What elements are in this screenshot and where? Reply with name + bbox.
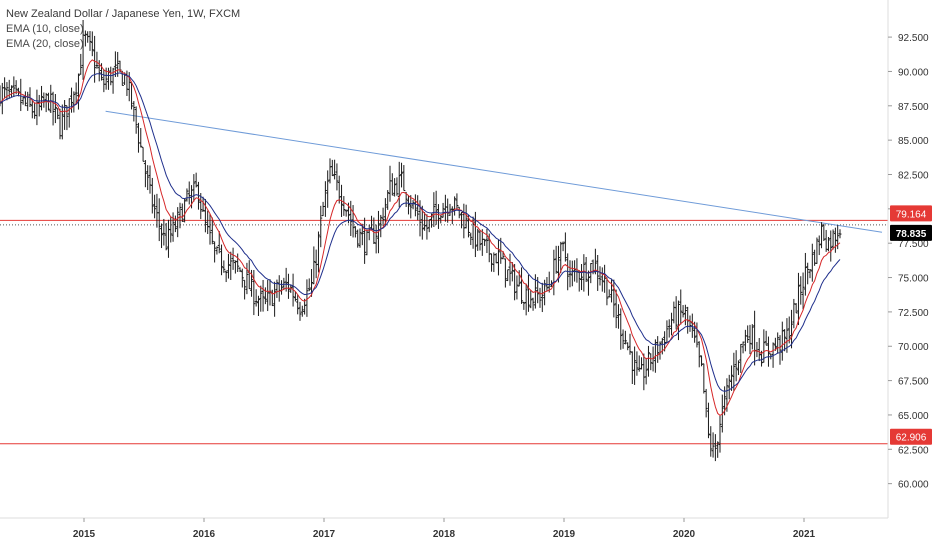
- price-tag-label: 79.164: [896, 209, 927, 220]
- trendline-group: [105, 110, 883, 233]
- ema20-line: [0, 72, 841, 392]
- y-tick-label: 65.000: [898, 411, 929, 422]
- y-tick-label: 72.500: [898, 308, 929, 319]
- x-tick-label: 2019: [553, 529, 576, 540]
- chart-legend: New Zealand Dollar / Japanese Yen, 1W, F…: [6, 7, 240, 52]
- x-tick-label: 2017: [313, 529, 336, 540]
- price-tag-label: 78.835: [896, 229, 927, 240]
- horizontal-lines: [0, 219, 888, 445]
- price-tag-bg: [890, 205, 932, 222]
- y-tick-label: 62.500: [898, 445, 929, 456]
- x-tick-label: 2018: [433, 529, 456, 540]
- candles-group: [0, 20, 842, 462]
- price-tag-bg: [890, 224, 932, 241]
- price-tags-group: 79.164 78.835 62.906: [890, 205, 932, 445]
- ema10-line: [0, 59, 841, 417]
- x-tick-label: 2015: [73, 529, 96, 540]
- legend-ema20[interactable]: EMA (20, close): [6, 38, 84, 50]
- y-tick-label: 90.000: [898, 67, 929, 78]
- y-tick-label: 85.000: [898, 136, 929, 147]
- price-tag-label: 62.906: [896, 433, 927, 444]
- price-tag-bg: [890, 428, 932, 445]
- trendline: [105, 110, 883, 233]
- x-tick-label: 2016: [193, 529, 216, 540]
- y-tick-label: 67.500: [898, 377, 929, 388]
- y-tick-label: 92.500: [898, 33, 929, 44]
- axes-group: 60.000 62.500 65.000 67.500 70.000 72.500 75.0…: [0, 0, 929, 540]
- y-tick-label: 87.500: [898, 102, 929, 113]
- symbol-title: New Zealand Dollar / Japanese Yen, 1W, F…: [6, 8, 241, 20]
- y-tick-label: 77.500: [898, 239, 929, 250]
- x-tick-label: 2021: [793, 529, 816, 540]
- x-tick-label: 2020: [673, 529, 696, 540]
- y-tick-label: 82.500: [898, 170, 929, 181]
- y-tick-label: 60.000: [898, 480, 929, 491]
- legend-ema10[interactable]: EMA (10, close): [6, 23, 84, 35]
- y-tick-label: 75.000: [898, 274, 929, 285]
- ema-group: [0, 59, 841, 417]
- y-tick-label: 70.000: [898, 342, 929, 353]
